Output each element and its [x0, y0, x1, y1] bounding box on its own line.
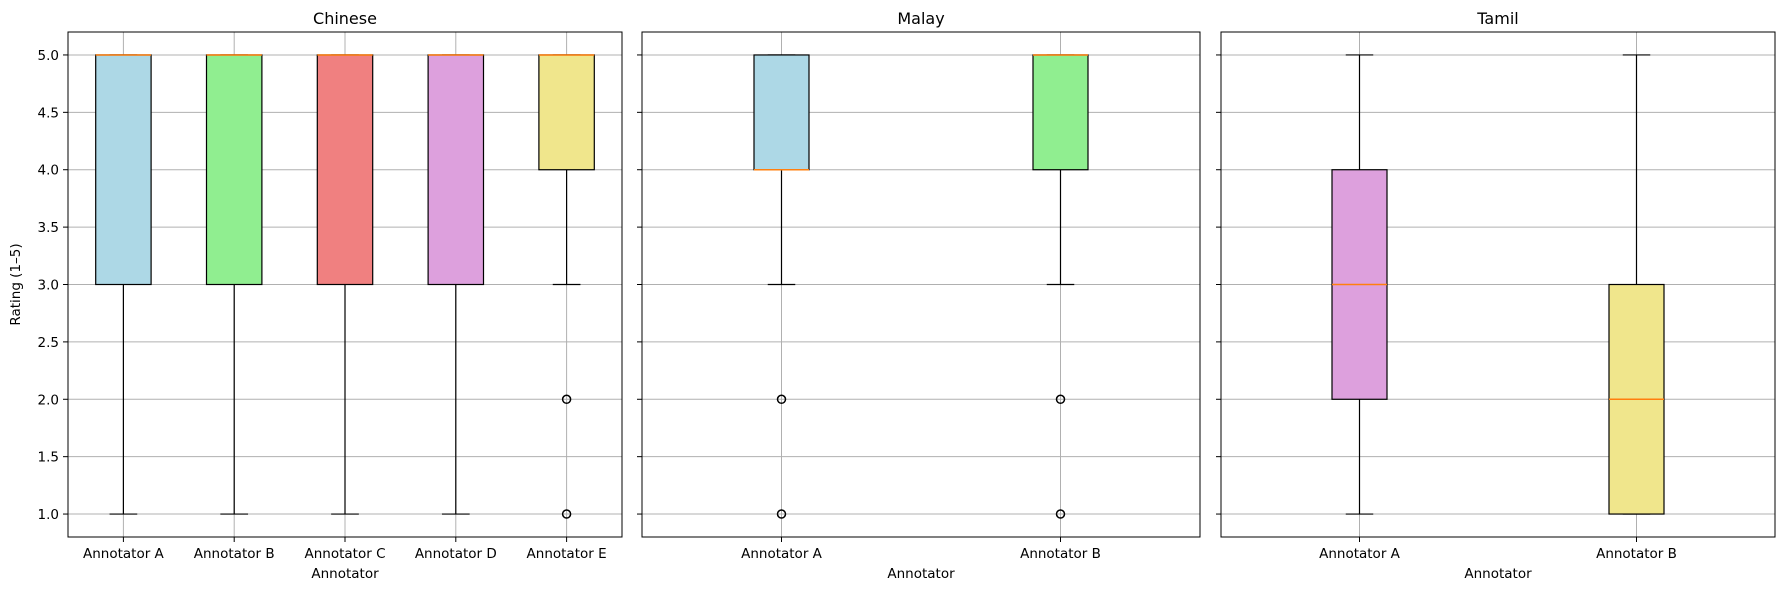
outlier-point: [1055, 394, 1066, 405]
box-annotator-b: [205, 54, 263, 515]
panel-malay: Annotator A Annotator B Malay Annotator: [637, 9, 1201, 582]
axes-frame: [641, 31, 1201, 538]
outlier-point: [776, 394, 787, 405]
x-axis-label: Annotator: [887, 566, 955, 582]
y-tick-label: 3.0: [38, 278, 59, 294]
x-tick-label: Annotator B: [1596, 546, 1677, 562]
box-body: [205, 54, 263, 286]
box-annotator-d: [427, 54, 485, 515]
y-tick-label: 1.5: [38, 450, 59, 466]
outlier-point: [776, 509, 787, 519]
panel-tamil: Annotator A Annotator B Tamil Annotator: [1216, 9, 1776, 582]
y-tick-label: 2.5: [38, 335, 59, 351]
panel-chinese: 1.0 1.5 2.0 2.5 3.0 3.5 4.0 4.5 5.0 Annotator A An…: [8, 9, 623, 582]
y-tick-label: 1.0: [38, 507, 59, 523]
box-annotator-e: [538, 54, 595, 519]
panel-title: Malay: [897, 9, 944, 28]
box-body: [1032, 54, 1089, 171]
box-body: [316, 54, 374, 286]
y-tick-label: 2.0: [38, 392, 59, 408]
box-annotator-b: [1032, 54, 1089, 519]
x-tick-label: Annotator E: [527, 546, 607, 562]
x-axis-label: Annotator: [1464, 566, 1532, 582]
panel-title: Tamil: [1476, 9, 1518, 28]
box-body: [753, 54, 810, 171]
panel-title: Chinese: [313, 9, 377, 28]
y-tick-label: 4.5: [38, 105, 59, 121]
box-annotator-c: [316, 54, 374, 515]
y-axis-label: Rating (1–5): [8, 243, 24, 325]
y-tick-label: 5.0: [38, 48, 59, 64]
x-tick-label: Annotator D: [415, 546, 497, 562]
x-tick-label: Annotator B: [194, 546, 275, 562]
box-body: [538, 54, 595, 171]
axes-frame: [1220, 31, 1776, 538]
outlier-point: [561, 509, 572, 519]
x-tick-label: Annotator A: [741, 546, 823, 562]
x-tick-label: Annotator B: [1020, 546, 1101, 562]
x-tick-label: Annotator A: [83, 546, 165, 562]
x-tick-label: Annotator C: [305, 546, 386, 562]
x-tick-label: Annotator A: [1319, 546, 1401, 562]
box-annotator-a: [1331, 54, 1388, 515]
box-body: [427, 54, 485, 286]
box-body: [95, 54, 152, 286]
y-tick-label: 4.0: [38, 163, 59, 179]
box-annotator-b: [1608, 54, 1665, 515]
box-annotator-a: [753, 54, 810, 519]
outlier-point: [561, 394, 572, 405]
y-tick-label: 3.5: [38, 220, 59, 236]
box-annotator-a: [95, 54, 152, 515]
x-axis-label: Annotator: [311, 566, 379, 582]
outlier-point: [1055, 509, 1066, 519]
